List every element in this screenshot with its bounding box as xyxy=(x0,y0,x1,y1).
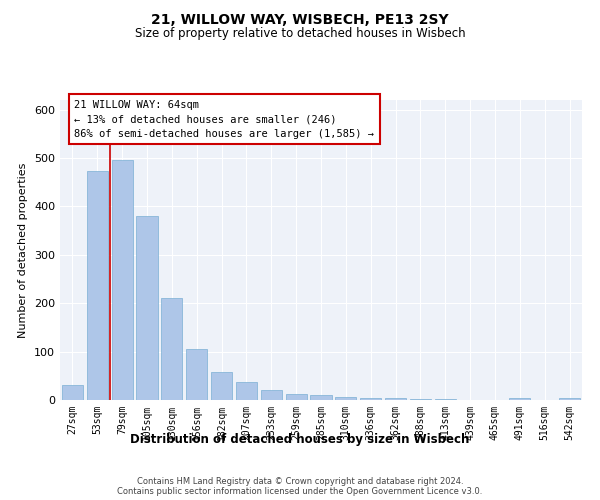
Text: Distribution of detached houses by size in Wisbech: Distribution of detached houses by size … xyxy=(130,432,470,446)
Bar xyxy=(286,394,307,400)
Bar xyxy=(136,216,158,400)
Bar xyxy=(261,390,282,400)
Text: Contains public sector information licensed under the Open Government Licence v3: Contains public sector information licen… xyxy=(118,488,482,496)
Bar xyxy=(62,386,83,400)
Text: 21, WILLOW WAY, WISBECH, PE13 2SY: 21, WILLOW WAY, WISBECH, PE13 2SY xyxy=(151,12,449,26)
Bar xyxy=(186,349,207,400)
Bar xyxy=(435,399,456,400)
Bar xyxy=(360,398,381,400)
Bar xyxy=(236,382,257,400)
Text: 21 WILLOW WAY: 64sqm
← 13% of detached houses are smaller (246)
86% of semi-deta: 21 WILLOW WAY: 64sqm ← 13% of detached h… xyxy=(74,100,374,139)
Text: Size of property relative to detached houses in Wisbech: Size of property relative to detached ho… xyxy=(134,28,466,40)
Bar xyxy=(211,372,232,400)
Bar xyxy=(385,398,406,400)
Bar xyxy=(310,395,332,400)
Y-axis label: Number of detached properties: Number of detached properties xyxy=(19,162,28,338)
Bar xyxy=(559,398,580,400)
Bar xyxy=(87,171,108,400)
Bar xyxy=(112,160,133,400)
Bar xyxy=(410,398,431,400)
Bar xyxy=(509,398,530,400)
Bar xyxy=(161,298,182,400)
Bar xyxy=(335,396,356,400)
Text: Contains HM Land Registry data © Crown copyright and database right 2024.: Contains HM Land Registry data © Crown c… xyxy=(137,478,463,486)
